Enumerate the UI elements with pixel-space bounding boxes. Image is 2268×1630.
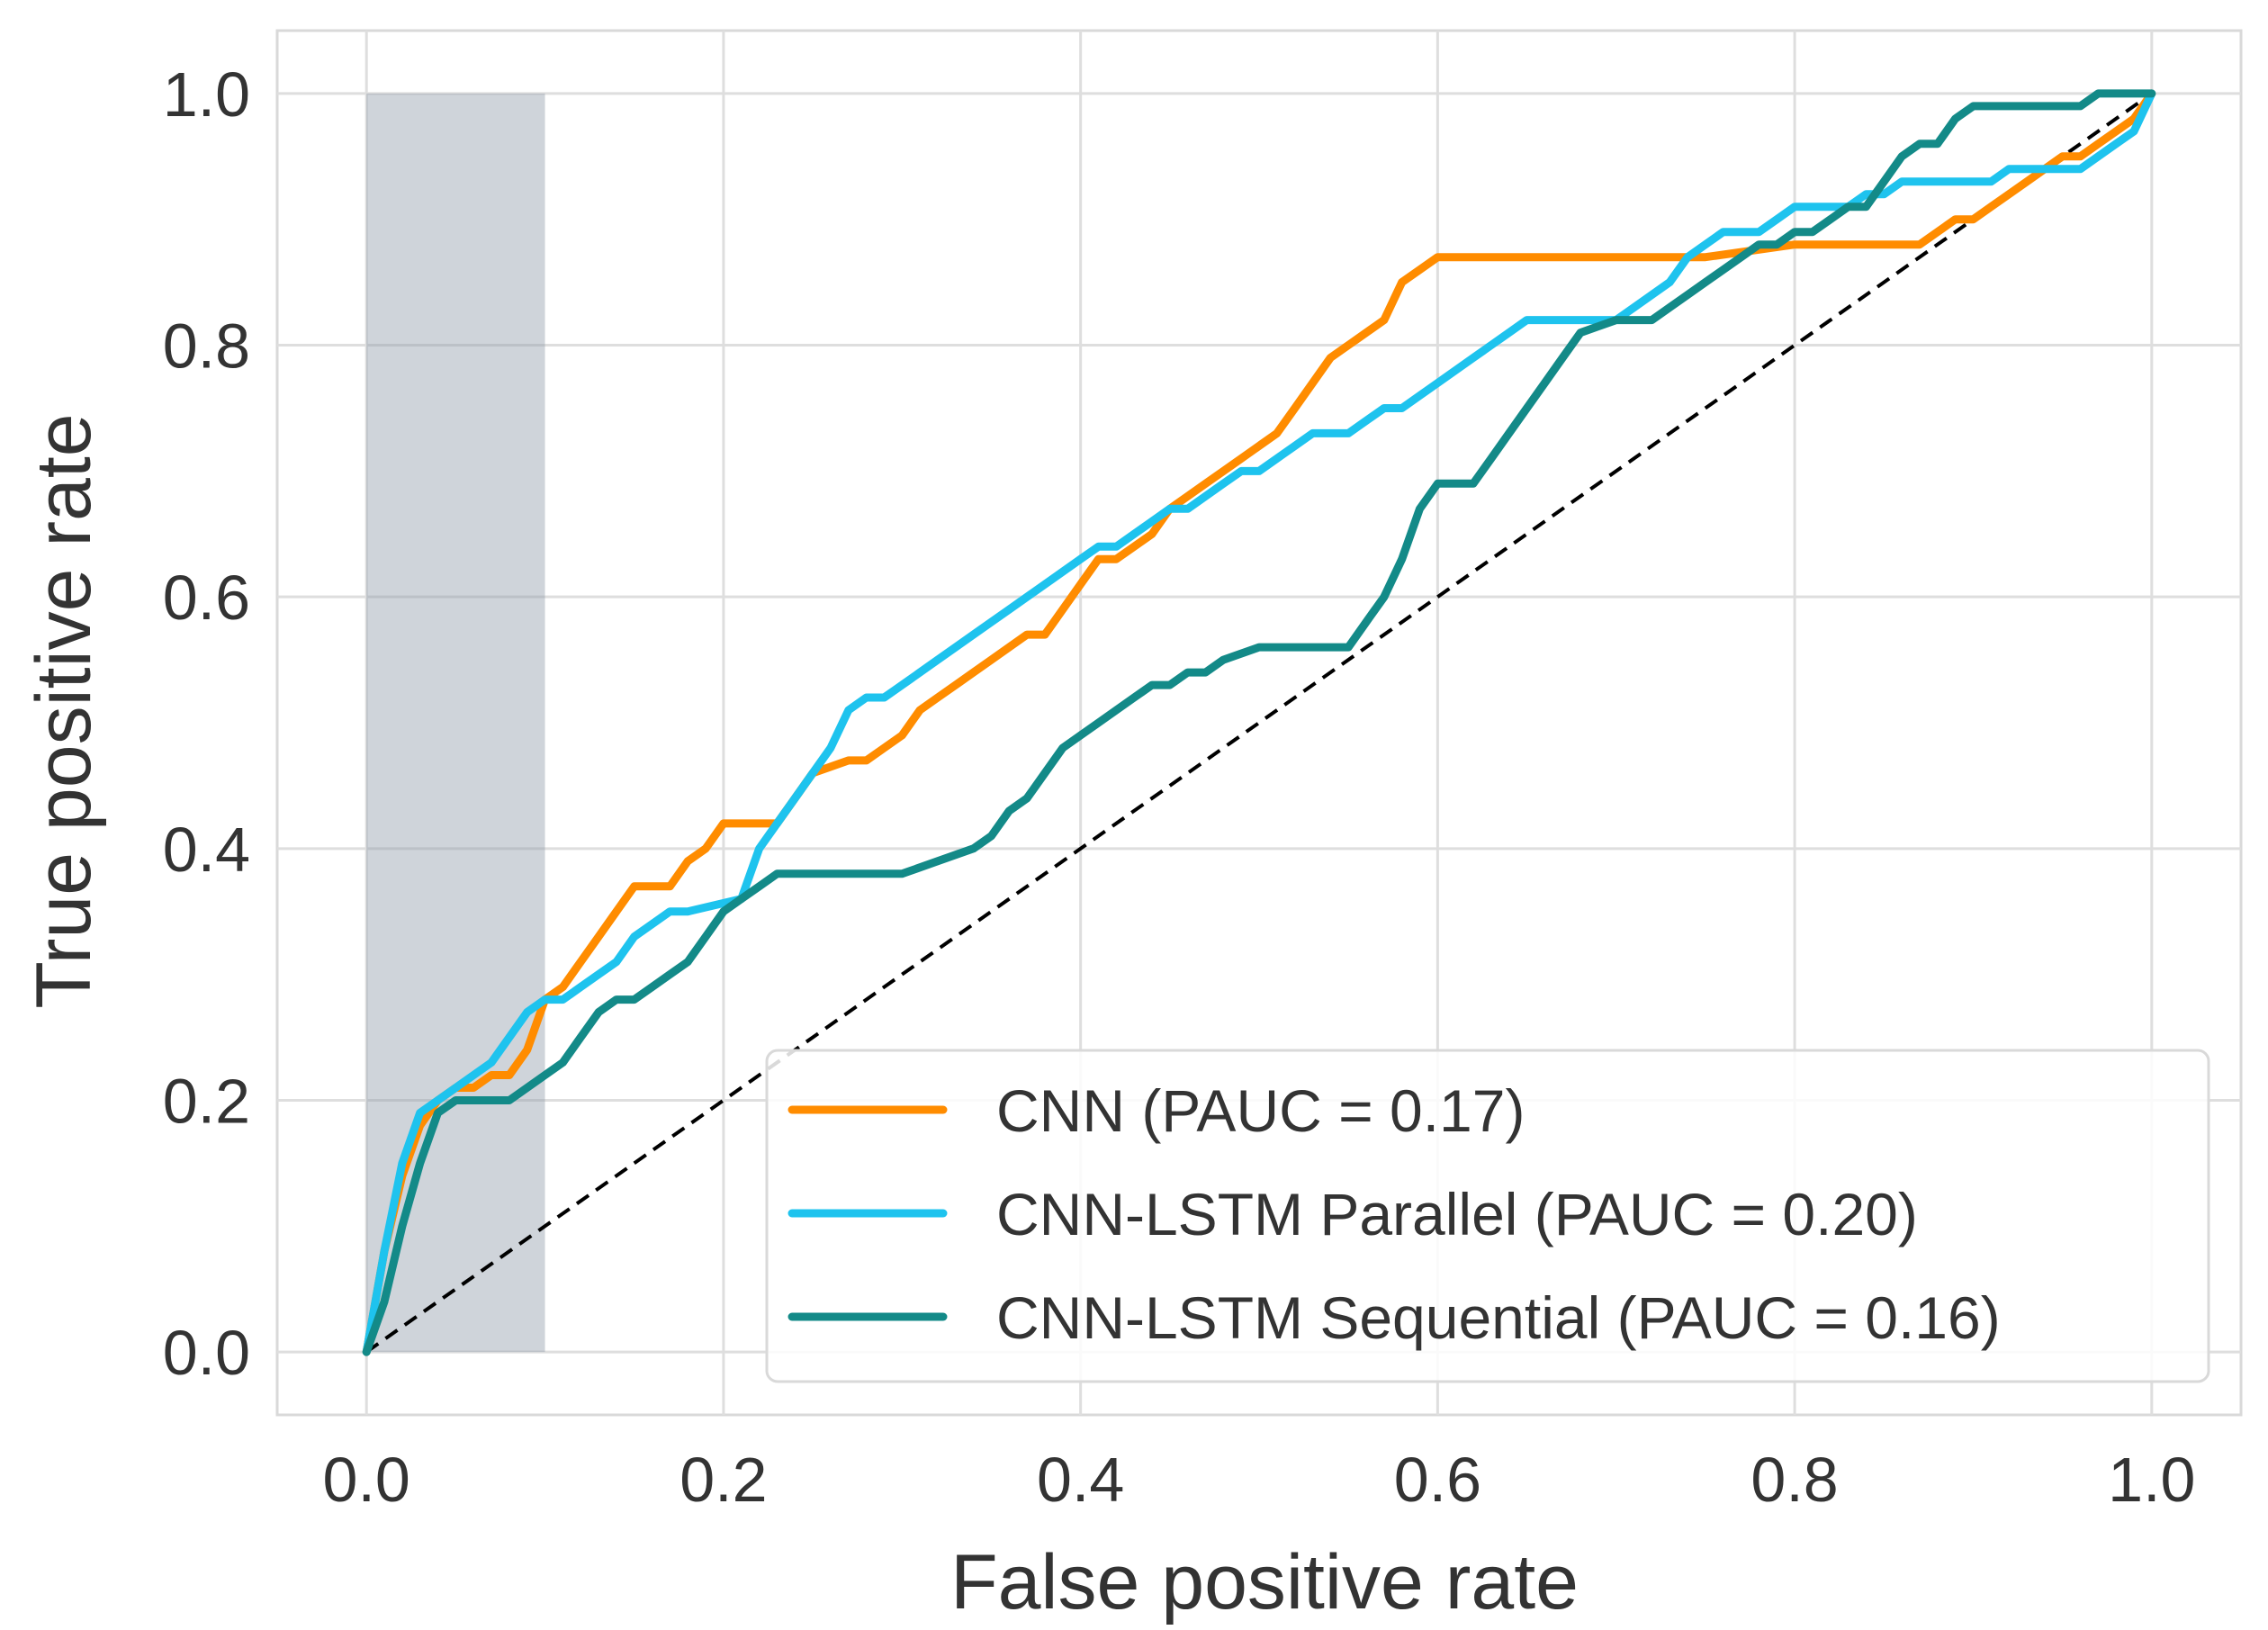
chance-diagonal-line [365,92,2153,1354]
x-tick-label: 0.6 [1394,1445,1481,1515]
y-tick-label: 0.0 [163,1318,250,1388]
x-axis-label: False positive rate [950,1539,1579,1625]
y-tick-label: 1.0 [163,59,250,130]
y-tick-label: 0.4 [163,815,250,885]
x-tick-label: 0.0 [323,1445,410,1515]
y-tick-label: 0.6 [163,563,250,633]
shaded-region [366,93,545,1353]
series-line-3 [362,89,2156,1356]
series-line-2 [362,89,2156,1356]
x-tick-label: 1.0 [2108,1445,2195,1515]
x-tick-label: 0.8 [1750,1445,1838,1515]
legend-box [765,1049,2210,1383]
legend-label: CNN-LSTM Parallel (PAUC = 0.20) [996,1181,1918,1247]
x-tick-label: 0.4 [1037,1445,1124,1515]
roc-curves [362,89,2156,1356]
y-tick-label: 0.2 [163,1066,250,1136]
x-tick-label: 0.2 [680,1445,767,1515]
legend-label: CNN-LSTM Sequential (PAUC = 0.16) [996,1284,2001,1351]
pauc-shaded-region [366,93,545,1353]
tick-labels: 0.0 0.2 0.4 0.6 0.8 1.0 0.0 0.2 0.4 0.6 0.8 1.0 [163,59,2196,1515]
reference-diagonal [365,92,2153,1354]
series-line-1 [362,89,2156,1356]
legend-label: CNN (PAUC = 0.17) [996,1077,1525,1144]
y-axis-label: True positive rate [21,413,107,1008]
y-tick-label: 0.8 [163,311,250,382]
legend: CNN (PAUC = 0.17) CNN-LSTM Parallel (PAUC… [765,1049,2210,1383]
